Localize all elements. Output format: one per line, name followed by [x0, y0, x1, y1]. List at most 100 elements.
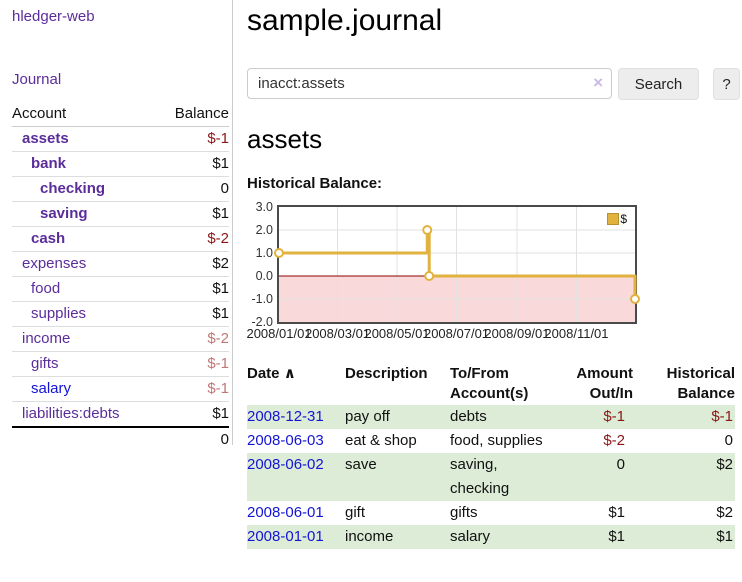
accounts-total: 0 [220, 431, 229, 448]
sort-ascending-icon[interactable]: ∧ [283, 365, 296, 382]
account-row-checking: checking 0 [12, 177, 229, 202]
account-row-cash: cash $-2 [12, 227, 229, 252]
transaction-amount: $-1 [603, 408, 625, 425]
brand-link[interactable]: hledger-web [12, 8, 95, 25]
y-axis-tick-label: 3.0 [255, 200, 273, 214]
account-link-gifts[interactable]: gifts [31, 355, 59, 372]
x-axis-tick-label: 2008/01/01 [246, 326, 312, 341]
account-balance: $1 [212, 280, 229, 297]
account-link-liabilities-debts[interactable]: liabilities:debts [22, 405, 120, 422]
transaction-amount: $-2 [603, 432, 625, 449]
account-balance: $-2 [207, 330, 229, 347]
transaction-date-link[interactable]: 2008-01-01 [247, 528, 324, 545]
transaction-accounts: saving, checking [450, 456, 510, 497]
y-axis-tick-label: -2.0 [251, 315, 273, 329]
y-axis-tick-label: 0.0 [255, 269, 273, 283]
account-row-assets: assets $-1 [12, 127, 229, 152]
account-balance: $2 [212, 255, 229, 272]
account-link-assets[interactable]: assets [22, 130, 69, 147]
x-axis-tick-label: 2008/03/01 [304, 326, 371, 341]
transaction-balance: 0 [724, 432, 733, 449]
account-balance: $1 [212, 205, 229, 222]
data-point-marker [274, 248, 284, 258]
accounts-col-balance: Balance [156, 102, 229, 127]
transaction-description: pay off [345, 408, 390, 425]
data-point-marker [630, 294, 640, 304]
sidebar-item-journal[interactable]: Journal [12, 71, 62, 88]
account-row-saving: saving $1 [12, 202, 229, 227]
accounts-header-row: Account Balance [12, 102, 229, 127]
account-link-bank[interactable]: bank [31, 155, 67, 172]
register-row[interactable]: 2008-06-02 save saving, checking 0 $2 [247, 453, 735, 501]
search-button[interactable]: Search [618, 68, 699, 100]
register-col-date[interactable]: Date ∧ [247, 365, 296, 382]
transaction-date-link[interactable]: 2008-06-01 [247, 504, 324, 521]
register-row[interactable]: 2008-06-01 gift gifts $1 $2 [247, 501, 735, 525]
transaction-date-link[interactable]: 2008-06-03 [247, 432, 324, 449]
register-row[interactable]: 2008-01-01 income salary $1 $1 [247, 525, 735, 549]
transaction-description: gift [345, 504, 366, 521]
search-form: × Search ? [247, 68, 742, 100]
account-row-expenses: expenses $2 [12, 252, 229, 277]
register-table: Date ∧ Description To/From Account(s) Am… [247, 363, 735, 549]
account-row-food: food $1 [12, 277, 229, 302]
transaction-amount: $1 [608, 528, 625, 545]
transaction-balance: $2 [716, 504, 733, 521]
account-row-supplies: supplies $1 [12, 302, 229, 327]
account-balance: 0 [220, 180, 229, 197]
x-axis-tick-label: 2008/07/01 [423, 326, 490, 341]
y-axis-tick-label: 1.0 [255, 246, 273, 260]
legend-swatch-icon [607, 213, 620, 225]
account-row-liabilities-debts: liabilities:debts $1 [12, 402, 229, 427]
transaction-accounts: debts [450, 408, 487, 425]
y-axis-tick-label: 2.0 [255, 223, 273, 237]
account-link-food[interactable]: food [31, 280, 61, 297]
transaction-balance: $2 [716, 456, 733, 473]
transaction-amount: $1 [608, 504, 625, 521]
account-link-salary[interactable]: salary [31, 380, 72, 397]
account-balance: $1 [212, 305, 229, 322]
clear-search-icon[interactable]: × [593, 73, 603, 92]
transaction-amount: 0 [616, 456, 625, 473]
account-link-saving[interactable]: saving [40, 205, 88, 222]
page-title: sample.journal [247, 4, 443, 37]
transaction-description: income [345, 528, 394, 545]
y-axis-tick-label: -1.0 [251, 292, 273, 306]
account-row-gifts: gifts $-1 [12, 352, 229, 377]
account-link-income[interactable]: income [22, 330, 71, 347]
account-balance: $1 [212, 405, 229, 422]
chart-canvas [274, 207, 640, 322]
account-link-checking[interactable]: checking [40, 180, 106, 197]
register-col-balance: Historical Balance [666, 365, 735, 402]
main-content: sample.journal × Search ? assets Histori… [246, 0, 742, 549]
account-link-cash[interactable]: cash [31, 230, 66, 247]
x-axis-tick-label: 2008/05/01 [364, 326, 430, 341]
transaction-description: save [345, 456, 377, 473]
chart-plot-area: $ [274, 205, 640, 324]
transaction-balance: $-1 [711, 408, 733, 425]
register-row[interactable]: 2008-12-31 pay off debts $-1 $-1 [247, 405, 735, 429]
help-button[interactable]: ? [713, 68, 740, 100]
sidebar: hledger-web Journal Account Balance asse… [0, 0, 232, 452]
transaction-date-link[interactable]: 2008-06-02 [247, 456, 324, 473]
account-link-expenses[interactable]: expenses [22, 255, 87, 272]
register-row[interactable]: 2008-06-03 eat & shop food, supplies $-2… [247, 429, 735, 453]
transaction-balance: $1 [716, 528, 733, 545]
x-axis: 2008/01/01 2008/03/01 2008/05/01 2008/07/01… [246, 324, 742, 341]
sidebar-divider [232, 0, 233, 445]
accounts-total-row: 0 [12, 427, 229, 452]
y-axis: 3.0 2.0 1.0 0.0 -1.0 -2.0 [247, 200, 273, 329]
account-link-supplies[interactable]: supplies [31, 305, 87, 322]
register-col-amount: Amount Out/In [576, 365, 633, 402]
transaction-description: eat & shop [345, 432, 417, 449]
register-col-description: Description [345, 365, 428, 382]
data-point-marker [422, 225, 433, 235]
accounts-table: Account Balance assets $-1 bank $1 check… [12, 102, 229, 452]
account-row-bank: bank $1 [12, 152, 229, 177]
search-input[interactable] [247, 68, 612, 99]
register-header-row: Date ∧ Description To/From Account(s) Am… [247, 363, 735, 405]
account-heading: assets [247, 124, 323, 154]
transaction-accounts: food, supplies [450, 432, 543, 449]
account-balance: $-1 [207, 130, 229, 147]
transaction-date-link[interactable]: 2008-12-31 [247, 408, 324, 425]
